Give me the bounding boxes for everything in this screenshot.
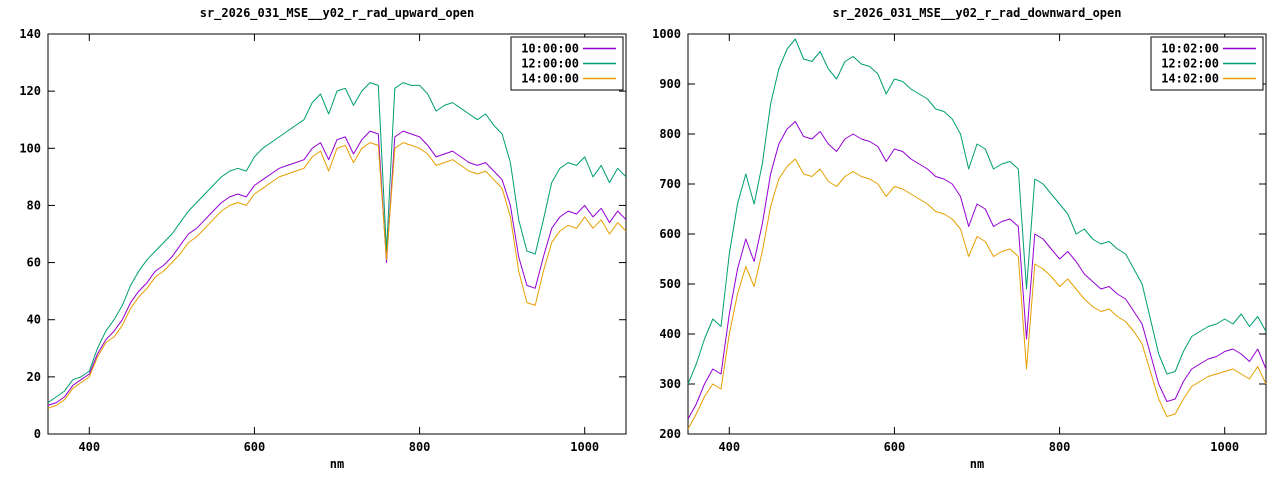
y-tick-label: 1000 <box>652 27 681 41</box>
x-tick-label: 800 <box>1049 440 1071 454</box>
y-tick-label: 120 <box>19 84 41 98</box>
line-chart: 400 600 800 1000 0 20 40 60 80 100 120 140 sr_2026_0… <box>19 6 627 471</box>
x-axis-label: nm <box>970 457 984 471</box>
chart-title: sr_2026_031_MSE__y02_r_rad_downward_open <box>833 6 1122 21</box>
series-line-10:02:00 <box>687 121 1267 420</box>
upward-radiance-chart-panel: 400 600 800 1000 0 20 40 60 80 100 120 140 sr_2026_0… <box>19 6 627 471</box>
downward-radiance-chart-panel: 400 600 800 1000 200 300 400 500 600 700 800 900 100… <box>640 0 1280 480</box>
legend-label: 12:02:00 <box>1161 57 1219 71</box>
series-line-14:00:00 <box>47 142 627 409</box>
y-tick-label: 60 <box>27 256 41 270</box>
x-tick-label: 1000 <box>1210 440 1239 454</box>
x-axis-label: nm <box>330 457 344 471</box>
y-tick-label: 20 <box>27 370 41 384</box>
series-line-12:02:00 <box>687 38 1267 385</box>
x-tick-label: 600 <box>884 440 906 454</box>
y-tick-label: 800 <box>659 127 681 141</box>
x-tick-label: 600 <box>244 440 266 454</box>
line-chart: 400 600 800 1000 200 300 400 500 600 700 800 900 100… <box>652 6 1267 471</box>
x-tick-label: 400 <box>718 440 740 454</box>
y-tick-label: 0 <box>34 427 41 441</box>
y-tick-label: 80 <box>27 198 41 212</box>
y-tick-label: 40 <box>27 313 41 327</box>
x-tick-label: 1000 <box>570 440 599 454</box>
y-tick-label: 200 <box>659 427 681 441</box>
y-tick-label: 140 <box>19 27 41 41</box>
legend-label: 14:02:00 <box>1161 72 1219 86</box>
legend-label: 10:02:00 <box>1161 42 1219 56</box>
x-tick-label: 400 <box>78 440 100 454</box>
series-line-12:00:00 <box>47 82 627 404</box>
legend-label: 12:00:00 <box>521 57 579 71</box>
y-tick-label: 100 <box>19 141 41 155</box>
y-tick-label: 500 <box>659 277 681 291</box>
chart-title: sr_2026_031_MSE__y02_r_rad_upward_open <box>200 6 475 21</box>
y-tick-label: 400 <box>659 327 681 341</box>
legend-label: 14:00:00 <box>521 72 579 86</box>
series-line-14:02:00 <box>687 158 1267 430</box>
y-tick-label: 600 <box>659 227 681 241</box>
plot-border <box>47 33 627 435</box>
series-line-10:00:00 <box>47 130 627 406</box>
x-tick-label: 800 <box>409 440 431 454</box>
y-tick-label: 300 <box>659 377 681 391</box>
legend-label: 10:00:00 <box>521 42 579 56</box>
y-tick-label: 700 <box>659 177 681 191</box>
plot-border <box>687 33 1267 435</box>
y-tick-label: 900 <box>659 77 681 91</box>
